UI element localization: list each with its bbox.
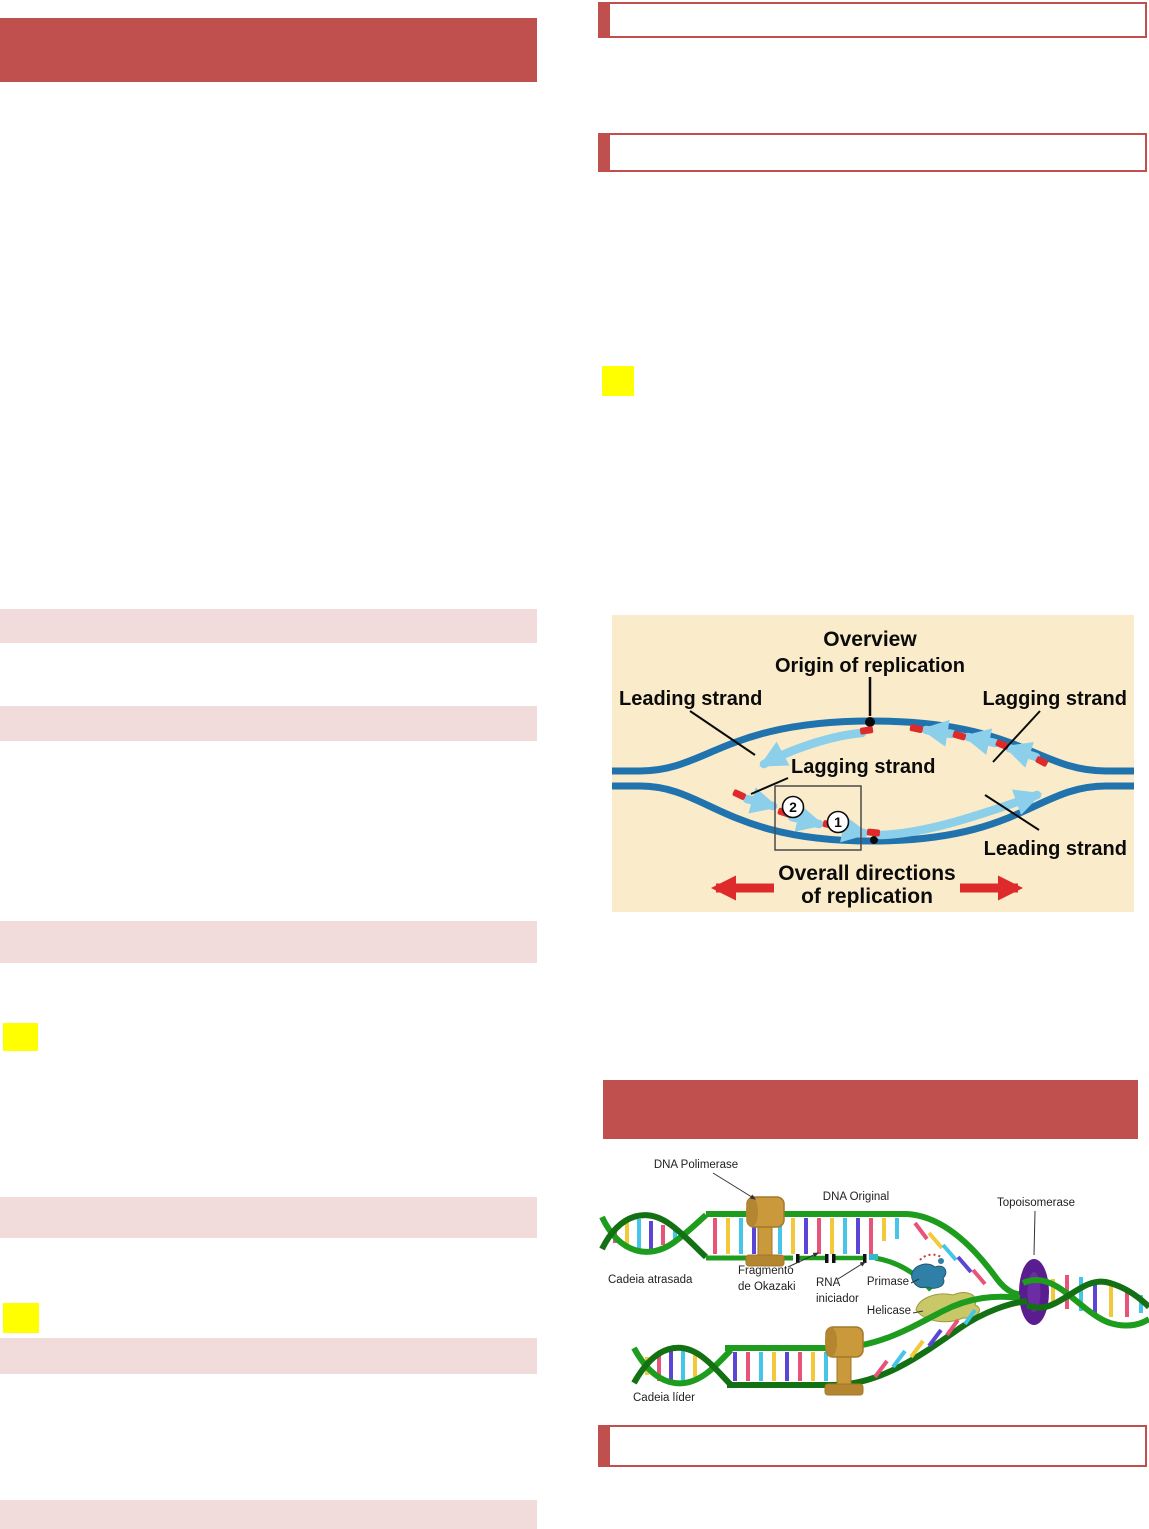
replication-fork-figure: DNA Polimerase DNA Original Topoisomeras… [575,1143,1149,1405]
primer [909,724,924,733]
primer [952,730,967,741]
dna-original-label: DNA Original [823,1191,889,1203]
rna-primer-label-line2: iniciador [816,1293,859,1305]
dna-polymerase-clamp-top [745,1196,785,1267]
primase-blob [911,1263,947,1289]
pink-highlight-bar-5 [0,1338,537,1374]
topoisomerase-pointer [1033,1210,1036,1256]
leading-template-helix [631,1344,734,1388]
step-2-number: 2 [789,799,797,815]
lower-fork-loose-rungs [873,1308,977,1379]
leading-strand-top-label: Leading strand [619,688,762,710]
primer [1035,756,1049,767]
lagging-strand-top-label: Lagging strand [983,688,1127,710]
rna-pointer [837,1261,867,1280]
rna-dotted-arc [919,1253,942,1261]
lagging-strand-inner-label: Lagging strand [791,756,935,778]
okazaki-arrow-top-3 [1003,741,1041,768]
lagging-top-pointer [992,710,1041,763]
yellow-highlight-marker-2 [3,1303,39,1333]
note-box-2 [598,133,1147,172]
lagging-template-helix [599,1212,709,1260]
pink-highlight-bar-3 [0,921,537,963]
pink-highlight-bar-1 [0,609,537,643]
okazaki-pointer [787,1252,820,1268]
upper-fork-loose-rungs [913,1221,987,1286]
rna-primer-segment [869,1254,878,1260]
primer [866,828,881,837]
step-1-number: 1 [834,814,842,830]
bottom-junction-dot [870,836,878,844]
pink-highlight-bar-2 [0,706,537,741]
leading-bottom-strand [727,1298,1028,1388]
okazaki-arrow-top-2 [962,728,1000,755]
okazaki-fragments [796,1254,878,1263]
note-box-3 [598,1425,1147,1467]
detail-rectangle [774,785,862,851]
primer [732,789,746,800]
overall-directions-line1: Overall directions [778,862,955,885]
dna-polymerase-label: DNA Polimerase [654,1159,738,1171]
primase-label: Primase [867,1276,909,1288]
figure-title: Overview [823,628,917,651]
lagging-inner-pointer [750,777,789,795]
okazaki-label-line2: de Okazaki [738,1281,796,1293]
leading-top-pointer [689,710,756,756]
right-helix [1021,1275,1149,1329]
okazaki-arrow-bottom-2 [787,805,825,832]
dna-polymerase-clamp-bottom [824,1326,864,1396]
bottom-ladder-rungs [733,1352,828,1381]
left-title-highlight-bar [0,18,537,82]
leading-bottom-pointer [984,794,1040,831]
lagging-strand-label: Cadeia atrasada [608,1274,693,1286]
leading-strand-bottom-label: Leading strand [984,838,1127,860]
pink-highlight-bar-4 [0,1197,537,1238]
step-2-circle [781,795,805,819]
yellow-highlight-marker-3 [602,366,634,396]
step-1-circle [826,810,850,834]
leading-strand-label: Cadeia líder [633,1392,695,1404]
overview-figure: 2 1 Overview Origin of replication Leadi… [612,615,1134,912]
section-header-bar [603,1080,1138,1139]
origin-label: Origin of replication [775,655,965,677]
rna-primer-label-line1: RNA [816,1277,841,1289]
polymerase-pointer [712,1172,757,1200]
origin-dot [865,717,875,727]
leading-strand-arrow-bottom-right [875,789,1043,840]
leading-strand-arrow-top-left [759,728,867,769]
helicase-label: Helicase [867,1305,911,1317]
yellow-highlight-marker-1 [3,1023,38,1051]
overall-directions-line2: of replication [801,885,933,908]
primase-pointer [910,1278,920,1284]
topoisomerase-label: Topoisomerase [997,1197,1075,1209]
okazaki-arrow-top-1 [920,719,957,747]
original-dna-top-strand [706,1211,1028,1298]
helicase-pointer [912,1310,924,1314]
pink-highlight-bar-6 [0,1500,537,1529]
primase-dot [938,1258,944,1264]
top-ladder-rungs [713,1218,899,1254]
note-box-1 [598,2,1147,38]
okazaki-arrow-bottom-1 [742,787,779,814]
okazaki-label-line1: Fragmento [738,1265,794,1277]
primer [859,726,874,735]
